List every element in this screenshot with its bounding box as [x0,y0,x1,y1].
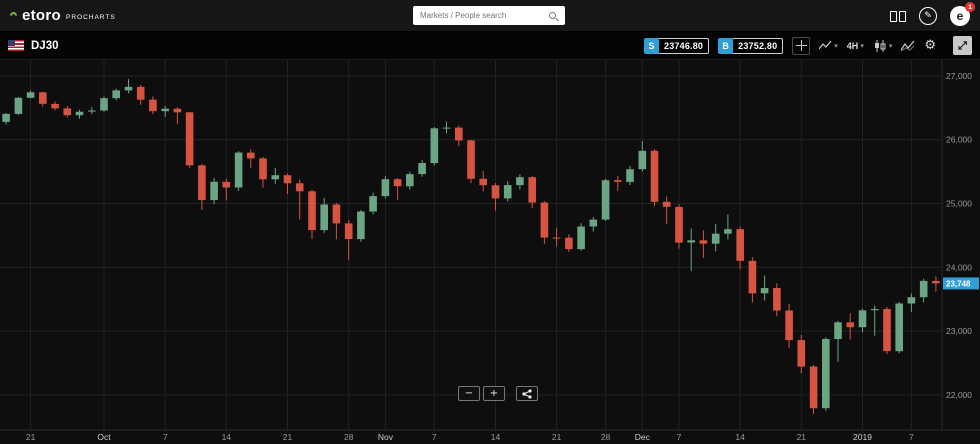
zoom-out-button[interactable]: − [458,386,480,401]
chevron-down-icon: ▾ [888,41,893,50]
svg-text:23,748: 23,748 [946,279,971,288]
sell-price: 23746.80 [659,37,710,54]
fullscreen-expand-icon[interactable]: ⤢ [953,36,972,55]
svg-text:7: 7 [677,432,682,442]
search-icon [549,12,556,19]
svg-text:21: 21 [552,432,562,442]
svg-text:22,000: 22,000 [946,390,972,400]
timeframe-label: 4H [846,40,859,51]
line-chart-icon [819,40,832,50]
etoro-logo-text: etoro [22,7,61,24]
indicators-icon[interactable] [901,40,915,52]
procharts-label: PROCHARTS [66,14,116,21]
svg-text:2019: 2019 [853,432,872,442]
candle-style-dropdown[interactable]: ▾ [873,39,893,52]
svg-text:25,000: 25,000 [946,199,972,209]
share-icon [522,388,532,399]
svg-text:21: 21 [26,432,36,442]
svg-text:14: 14 [491,432,501,442]
instrument-symbol: DJ30 [31,39,59,52]
profile-initial: e [956,9,964,23]
svg-text:7: 7 [432,432,437,442]
svg-text:14: 14 [735,432,745,442]
svg-text:21: 21 [283,432,293,442]
timeframe-dropdown[interactable]: 4H ▾ [847,41,864,51]
svg-text:14: 14 [222,432,232,442]
notification-badge: 1 [965,2,975,12]
svg-text:7: 7 [909,432,914,442]
chevron-down-icon: ▾ [834,41,838,50]
svg-text:Dec: Dec [635,432,651,442]
svg-text:Oct: Oct [97,432,111,442]
chart-type-dropdown[interactable]: ▾ [819,40,838,51]
zoom-controls: − + [458,386,538,401]
search-input[interactable] [413,11,549,20]
etoro-logo-mark-icon [8,10,19,21]
buy-price: 23752.80 [733,37,784,54]
etoro-logo[interactable]: etoro PROCHARTS [0,8,116,23]
svg-text:27,000: 27,000 [946,71,972,81]
svg-text:24,000: 24,000 [946,262,972,272]
svg-text:28: 28 [601,432,611,442]
crosshair-icon [795,40,807,51]
sell-label: S [644,37,659,54]
chart-layout-icon[interactable] [890,10,906,22]
us-flag-icon [8,40,24,51]
chart-area: 27,000 26,000 25,000 24,000 23,000 22,000 21 Oc… [0,60,980,444]
svg-text:Nov: Nov [378,432,394,442]
instrument-selector[interactable]: DJ30 [8,40,59,52]
candlestick-icon [874,39,886,52]
share-button[interactable] [516,386,538,401]
sell-button[interactable]: S 23746.80 [644,37,710,54]
svg-text:26,000: 26,000 [946,135,972,145]
crosshair-tool-button[interactable] [792,36,811,55]
buy-label: B [718,37,734,54]
svg-text:23,000: 23,000 [946,326,972,336]
zoom-in-button[interactable]: + [483,386,505,401]
market-search[interactable] [413,6,565,25]
profile-avatar[interactable]: e 1 [950,2,975,26]
svg-text:28: 28 [344,432,354,442]
chevron-down-icon: ▾ [860,41,864,50]
svg-text:7: 7 [163,432,168,442]
top-bar: etoro PROCHARTS ✎ e 1 [0,0,980,32]
gear-icon[interactable]: ⚙ [924,38,936,53]
buy-button[interactable]: B 23752.80 [718,37,784,54]
instrument-bar: DJ30 S 23746.80 B 23752.80 ▾ 4H ▾ [0,32,980,60]
edit-pencil-icon[interactable]: ✎ [919,7,937,25]
price-axis[interactable] [942,60,980,430]
svg-text:21: 21 [797,432,807,442]
time-axis[interactable] [0,430,942,444]
